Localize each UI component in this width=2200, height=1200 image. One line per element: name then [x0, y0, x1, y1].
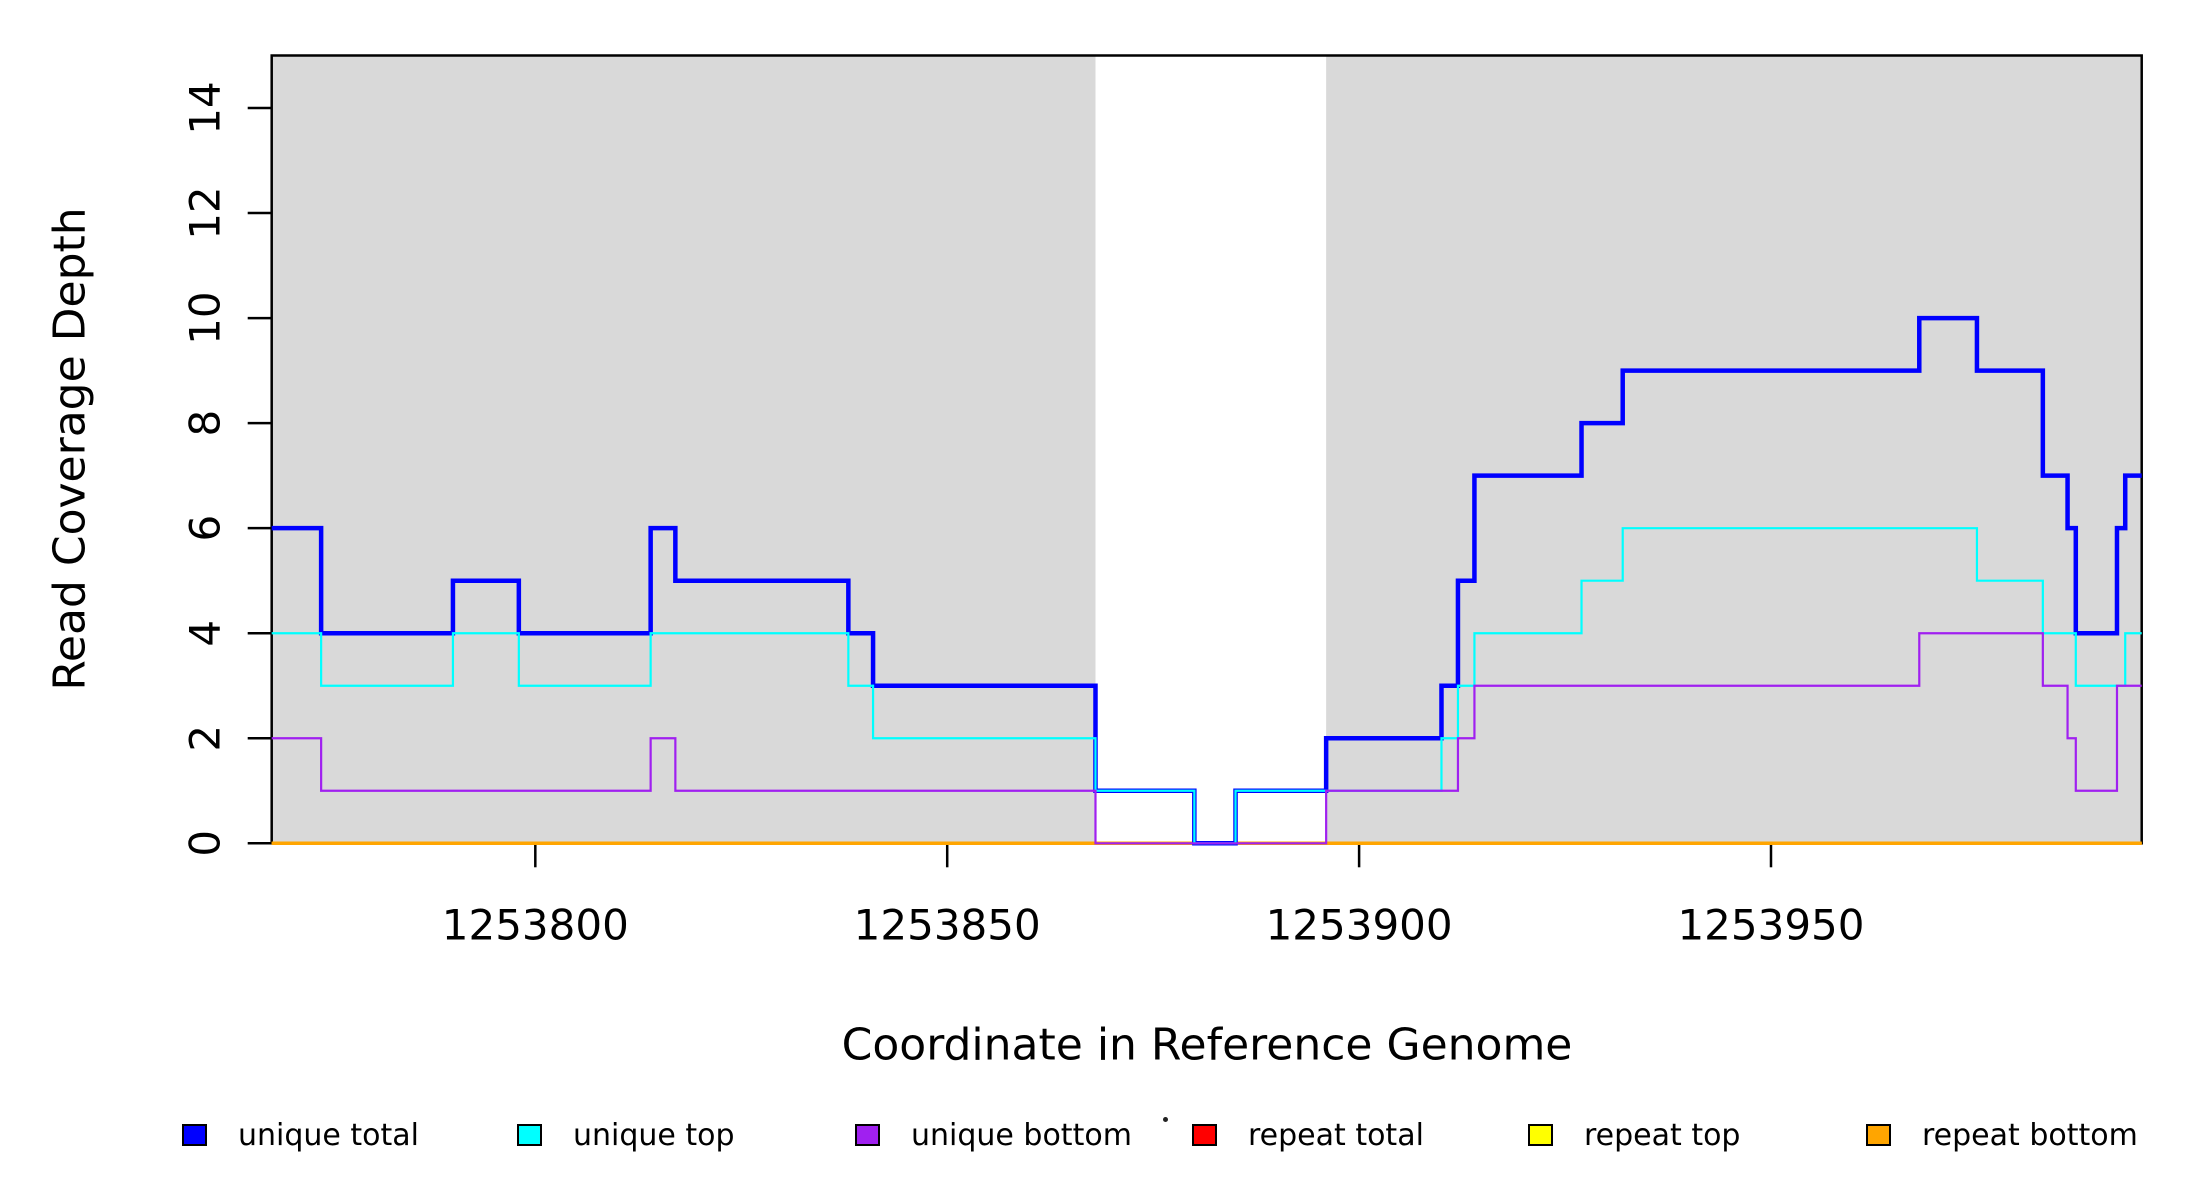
x-axis-tick-label: 1253800: [442, 900, 629, 949]
y-axis-tick-label: 0: [181, 830, 230, 857]
y-axis-tick-label: 12: [181, 186, 230, 239]
y-axis-tick-label: 10: [181, 291, 230, 344]
y-axis-tick-label: 14: [181, 81, 230, 134]
x-axis-tick-label: 1253950: [1677, 900, 1864, 949]
y-axis-tick-label: 6: [181, 515, 230, 542]
y-axis-tick-label: 4: [181, 620, 230, 647]
x-axis-tick-label: 1253850: [854, 900, 1041, 949]
y-axis-tick-label: 8: [181, 410, 230, 437]
shaded-region-0: [271, 55, 1096, 844]
shaded-region-1: [1326, 55, 2142, 844]
x-axis-title: Coordinate in Reference Genome: [841, 1019, 1573, 1071]
y-axis-tick-label: 2: [181, 725, 230, 752]
y-axis-title: Read Coverage Depth: [44, 207, 96, 691]
series-unique-bottom: [271, 632, 2142, 845]
series-unique-total: [271, 315, 2142, 846]
x-axis-tick-label: 1253900: [1266, 900, 1453, 949]
